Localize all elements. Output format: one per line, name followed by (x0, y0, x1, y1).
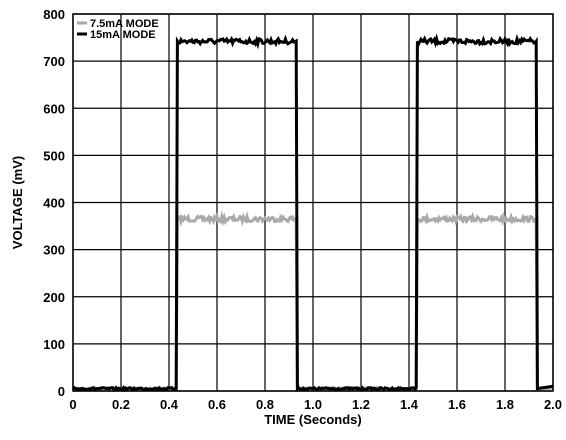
y-tick-label: 400 (43, 196, 65, 211)
grid (72, 13, 554, 392)
y-tick-label: 600 (43, 101, 65, 116)
x-tick-label: 1.0 (304, 397, 322, 412)
x-tick-label: 1.2 (352, 397, 370, 412)
x-tick-label: 0.4 (160, 397, 179, 412)
x-tick-label: 0.6 (208, 397, 226, 412)
x-tick-label: 1.6 (448, 397, 466, 412)
x-axis-title: TIME (Seconds) (264, 412, 362, 427)
legend-label: 15mA MODE (90, 29, 156, 41)
x-tick-label: 0.2 (112, 397, 130, 412)
x-tick-label: 0.8 (256, 397, 274, 412)
y-tick-label: 200 (43, 290, 65, 305)
y-tick-label: 500 (43, 148, 65, 163)
y-tick-label: 300 (43, 243, 65, 258)
y-tick-label: 700 (43, 54, 65, 69)
x-tick-label: 1.4 (400, 397, 419, 412)
ticks: 0 0.2 0.4 0.6 0.8 1.0 1.2 1.4 1.6 1.8 2.0 0 100 200 30… (43, 7, 562, 412)
x-tick-label: 2.0 (544, 397, 562, 412)
y-tick-label: 0 (58, 384, 65, 399)
series-line-2 (72, 33, 554, 393)
y-tick-label: 800 (43, 7, 65, 22)
series-layer (72, 33, 554, 393)
y-axis-title: VOLTAGE (mV) (10, 156, 25, 249)
plot-frame (72, 13, 554, 392)
x-tick-label: 1.8 (496, 397, 514, 412)
legend-label: 7.5mA MODE (90, 18, 159, 30)
x-tick-label: 0 (69, 397, 76, 412)
y-tick-label: 100 (43, 337, 65, 352)
